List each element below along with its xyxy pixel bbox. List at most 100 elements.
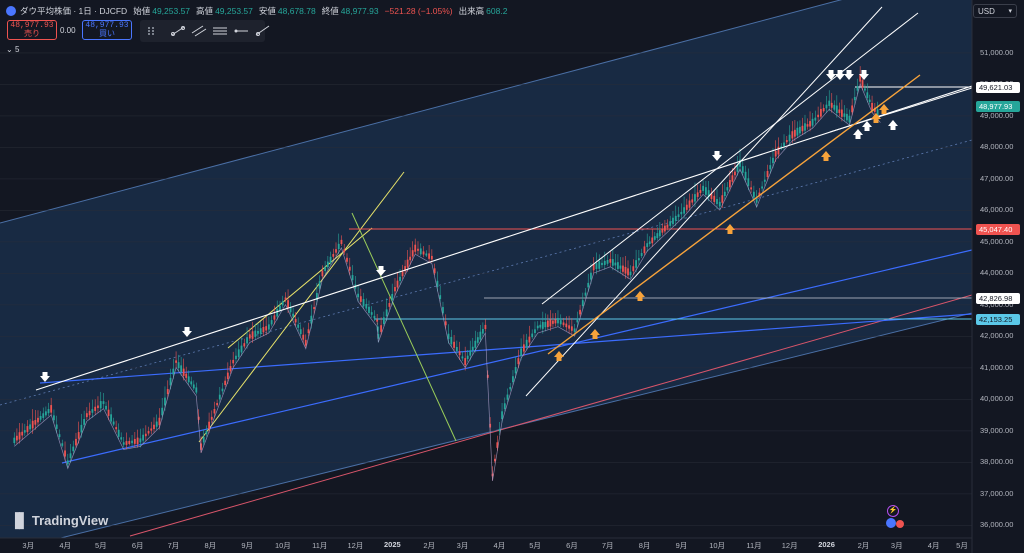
candle-body bbox=[509, 386, 512, 390]
drawing-toolbar bbox=[140, 20, 270, 42]
candle-body bbox=[876, 109, 879, 118]
sell-label: 売り bbox=[24, 30, 40, 39]
candle-body bbox=[289, 307, 292, 313]
candle-body bbox=[453, 341, 455, 348]
candle-body bbox=[873, 107, 876, 112]
candle-body bbox=[297, 324, 300, 328]
x-tick-label: 5月 bbox=[956, 541, 968, 550]
white-trendline-steep-1[interactable] bbox=[525, 6, 883, 397]
sell-button[interactable]: 48,977.93 売り bbox=[7, 20, 57, 40]
candle-body bbox=[581, 300, 584, 307]
x-tick-label: 12月 bbox=[347, 541, 364, 550]
us-flag-icon[interactable] bbox=[886, 518, 896, 528]
candle-body bbox=[554, 319, 557, 324]
candle-body bbox=[723, 191, 726, 197]
candle-body bbox=[496, 442, 499, 448]
x-tick-label: 2026 bbox=[818, 540, 835, 549]
regression-channel[interactable] bbox=[0, 0, 972, 553]
candle-body bbox=[635, 260, 638, 268]
white-trendline-long[interactable] bbox=[35, 85, 972, 391]
x-tick-label: 3月 bbox=[456, 541, 469, 550]
channel-lower-line[interactable] bbox=[0, 312, 972, 553]
candle-body bbox=[348, 266, 351, 271]
x-tick-label: 10月 bbox=[274, 541, 291, 550]
yellow-channel-line-2[interactable] bbox=[227, 227, 373, 349]
tradingview-logo[interactable]: ▐▌ TradingView bbox=[10, 512, 108, 528]
parallel-channel-tool-icon[interactable] bbox=[191, 23, 207, 39]
candle-body bbox=[187, 376, 190, 383]
candle-body bbox=[793, 129, 796, 137]
candle-body bbox=[359, 296, 362, 302]
candle-body bbox=[444, 321, 447, 326]
blue-trendline-upper[interactable] bbox=[61, 249, 972, 464]
x-tick-label: 6月 bbox=[566, 541, 578, 550]
x-tick-label: 10月 bbox=[709, 541, 726, 550]
candle-body bbox=[110, 414, 112, 422]
green-trendline[interactable] bbox=[351, 212, 457, 442]
candle-body bbox=[866, 92, 869, 98]
buy-button[interactable]: 48,977.93 買い bbox=[82, 20, 132, 40]
x-tick-label: 2月 bbox=[423, 541, 436, 550]
candle-body bbox=[50, 405, 53, 413]
candle-body bbox=[281, 301, 284, 306]
currency-selector[interactable]: USD ▾ bbox=[973, 4, 1017, 18]
candle-body bbox=[39, 416, 42, 420]
indicator-toggle[interactable]: ⌄ 5 bbox=[6, 45, 19, 54]
candle-body bbox=[861, 80, 864, 88]
candle-body bbox=[229, 366, 232, 372]
candle-body bbox=[739, 159, 741, 167]
candle-body bbox=[329, 256, 332, 264]
chevron-down-icon: ⌄ bbox=[6, 45, 13, 54]
candle-body bbox=[394, 287, 396, 292]
candle-body bbox=[442, 307, 444, 314]
yellow-channel-line-1[interactable] bbox=[198, 171, 405, 443]
lightning-icon[interactable]: ⚡ bbox=[887, 505, 899, 517]
event-marker-icon[interactable] bbox=[896, 520, 904, 528]
symbol-logo-icon[interactable] bbox=[6, 6, 16, 16]
candle-body bbox=[94, 406, 97, 411]
down-arrow-icon bbox=[40, 372, 50, 382]
red-trendline[interactable] bbox=[129, 294, 972, 537]
candle-body bbox=[273, 315, 276, 320]
drag-handle-icon[interactable] bbox=[144, 23, 160, 39]
candle-body bbox=[672, 217, 674, 225]
trendline-tool-icon[interactable] bbox=[170, 23, 186, 39]
candle-body bbox=[683, 207, 685, 214]
candle-body bbox=[185, 373, 188, 378]
candle-body bbox=[851, 105, 854, 113]
candle-body bbox=[464, 358, 467, 366]
symbol-title[interactable]: ダウ平均株価 · 1日 · DJCFD bbox=[20, 6, 128, 16]
candle-body bbox=[455, 346, 458, 352]
candle-body bbox=[270, 320, 273, 325]
horizontal-ray-tool-icon[interactable] bbox=[233, 23, 249, 39]
candle-body bbox=[299, 329, 302, 335]
blue-trendline-lower[interactable] bbox=[39, 313, 972, 384]
candle-body bbox=[825, 104, 828, 109]
candle-body bbox=[447, 333, 450, 340]
moving-average-line bbox=[14, 83, 881, 482]
candle-body bbox=[380, 325, 383, 332]
orange-trendline[interactable] bbox=[547, 74, 921, 355]
y-tick-label: 47,000.00 bbox=[980, 173, 1014, 183]
candle-body bbox=[677, 214, 680, 218]
low-value: 48,678.78 bbox=[277, 6, 316, 16]
candle-body bbox=[292, 313, 295, 317]
horizontal-lines-tool-icon[interactable] bbox=[212, 23, 228, 39]
candle-body bbox=[315, 292, 318, 301]
y-tick-label: 44,000.00 bbox=[980, 268, 1014, 278]
candle-body bbox=[318, 281, 321, 289]
candle-body bbox=[871, 102, 873, 111]
candle-body bbox=[573, 328, 576, 332]
channel-upper-line[interactable] bbox=[0, 0, 972, 224]
x-tick-label: 5月 bbox=[529, 541, 541, 550]
candle-body bbox=[799, 126, 801, 134]
candle-body bbox=[133, 438, 136, 444]
white-trendline-steep-2[interactable] bbox=[541, 12, 919, 305]
candle-body bbox=[128, 440, 131, 444]
candle-body bbox=[365, 304, 368, 309]
candle-body bbox=[202, 436, 205, 443]
ray-tool-icon[interactable] bbox=[254, 23, 270, 39]
candle-body bbox=[122, 442, 125, 445]
candle-body bbox=[806, 124, 809, 127]
